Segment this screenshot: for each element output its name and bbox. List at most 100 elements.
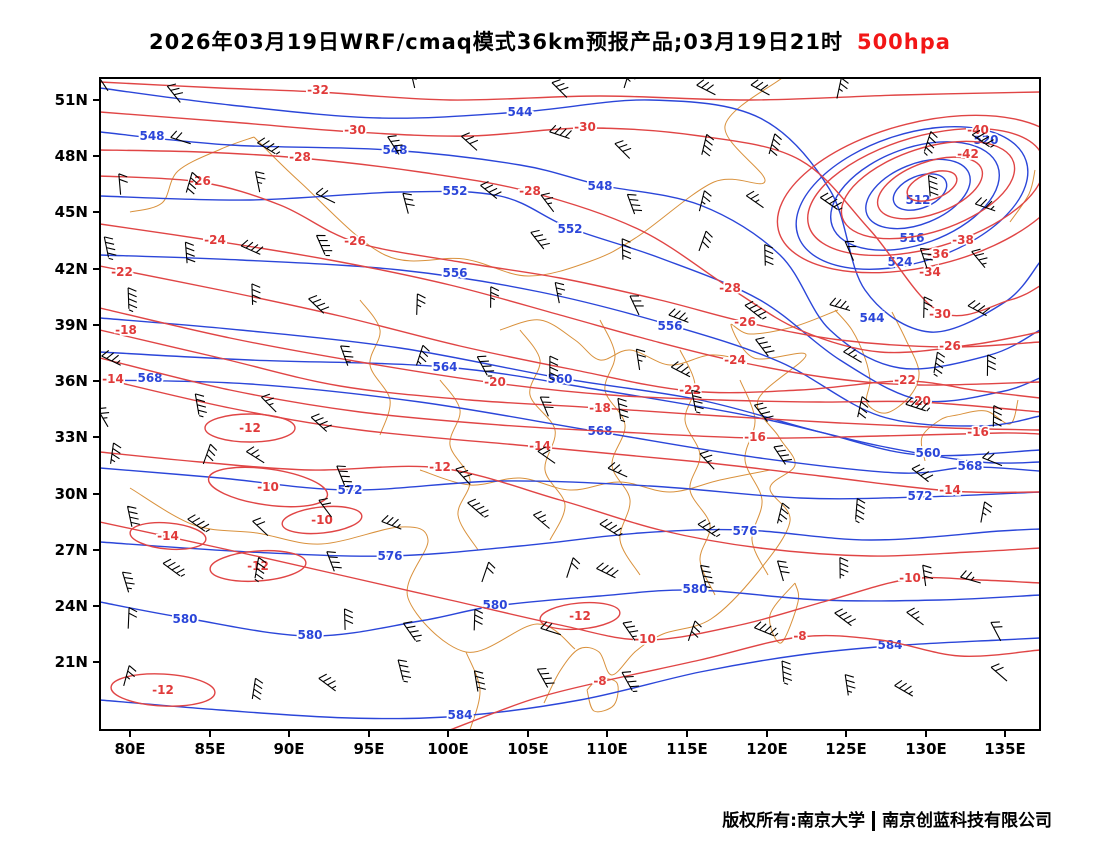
temp-contour <box>100 175 1040 348</box>
wind-barb <box>607 461 628 478</box>
wind-barb <box>855 498 866 524</box>
wind-barb <box>455 465 472 485</box>
wind-barb <box>254 171 266 193</box>
wind-barb <box>397 659 412 683</box>
wind-barb <box>768 133 782 157</box>
wind-barb <box>554 281 566 304</box>
x-tick-label: 130E <box>905 740 947 758</box>
height-contour-label: 584 <box>447 708 472 722</box>
temp-contour-closed <box>539 601 621 631</box>
coastline <box>499 319 746 366</box>
wind-barb <box>974 197 996 212</box>
copyright-footer: 版权所有:南京大学 南京创蓝科技有限公司 <box>722 806 1052 831</box>
wind-barb <box>540 192 555 213</box>
coastline <box>253 78 783 277</box>
wind-barb <box>971 129 995 148</box>
wind-barb <box>549 355 559 381</box>
height-contour-label: 568 <box>957 459 982 473</box>
y-tick-label: 21N <box>55 653 88 671</box>
wind-barb <box>127 607 138 629</box>
coastline <box>519 329 566 541</box>
wind-barb <box>635 348 647 370</box>
wind-barb <box>960 570 981 584</box>
wind-barb <box>326 551 342 572</box>
wind-barb <box>343 608 354 630</box>
wind-barb <box>691 389 704 414</box>
wind-barb <box>336 465 352 488</box>
wind-barb <box>310 413 332 432</box>
height-contour <box>100 254 1040 427</box>
wind-barb <box>905 397 931 412</box>
wind-barb <box>744 300 767 320</box>
temp-contour-closed <box>204 413 296 443</box>
wind-barb <box>980 501 993 523</box>
wind-barb <box>308 294 330 314</box>
height-contour-label: 544 <box>507 105 532 119</box>
temp-contour-label: -24 <box>724 353 746 367</box>
wind-barb <box>617 397 629 423</box>
wind-barb <box>185 171 200 195</box>
wind-barb <box>906 607 924 626</box>
y-tick-label: 36N <box>55 372 88 390</box>
temp-contour-label: -26 <box>344 234 366 248</box>
wind-barb <box>844 674 856 696</box>
wind-barb <box>566 557 581 578</box>
temp-contour-label: -30 <box>344 123 366 137</box>
wind-barb <box>184 241 196 264</box>
temp-contour <box>100 357 1040 439</box>
temp-contour-label: -10 <box>634 632 656 646</box>
wind-barb <box>621 671 640 693</box>
temp-contour-closed <box>840 140 1016 240</box>
wind-barb <box>121 571 135 593</box>
coastline <box>1009 169 1036 223</box>
temp-contour <box>100 521 1040 641</box>
temp-contour-closed <box>129 521 207 551</box>
wind-barb <box>687 620 702 641</box>
wind-barb <box>829 297 851 312</box>
chart-title: 2026年03月19日WRF/cmaq模式36km预报产品;03月19日21时 5… <box>0 26 1100 56</box>
wind-barb <box>670 361 691 378</box>
height-contour <box>100 351 1040 464</box>
temp-contour-label: -22 <box>111 265 133 279</box>
map-frame <box>99 77 1041 731</box>
temp-contour-closed <box>876 156 984 220</box>
height-contour-label: 548 <box>587 179 612 193</box>
height-contour-label: 556 <box>657 319 682 333</box>
wind-barb <box>100 407 110 428</box>
wind-barb <box>123 665 137 687</box>
y-tick-label: 51N <box>55 91 88 109</box>
temp-contour <box>100 377 1040 494</box>
wind-barb <box>755 336 775 357</box>
height-contour-label: 576 <box>732 524 757 538</box>
wind-barb <box>549 124 572 140</box>
wind-barb <box>911 464 934 483</box>
wind-barb <box>318 673 337 692</box>
wind-barb <box>416 293 426 315</box>
coastline <box>359 299 391 436</box>
temp-contour-label: -8 <box>793 629 806 643</box>
height-contour-label: 524 <box>887 255 912 269</box>
wind-barb <box>819 192 843 211</box>
y-tick-label: 48N <box>55 147 88 165</box>
wind-barb <box>745 190 764 209</box>
wind-barb <box>387 135 403 155</box>
temp-contours-layer: -32 -30 -30 -30 -28 -28 -28 -26 -26 -26 -26 -24 -24 -… <box>100 81 1040 730</box>
wind-barb <box>834 608 857 627</box>
temp-contour-label: -18 <box>115 323 137 337</box>
temp-contour-label: -24 <box>204 233 226 247</box>
height-contour <box>100 637 1040 720</box>
wind-barb <box>990 621 1003 642</box>
wind-barb <box>170 130 191 145</box>
temp-contour-closed <box>807 127 1040 257</box>
temp-contour-label: -26 <box>734 315 756 329</box>
height-contour <box>100 589 1040 637</box>
wind-barb <box>696 79 716 96</box>
height-contour-label: 548 <box>382 143 407 157</box>
coastline <box>834 309 920 414</box>
wind-barb <box>480 181 502 200</box>
temp-contour-label: -16 <box>744 430 766 444</box>
height-contour-label: 564 <box>432 360 457 374</box>
wind-barb <box>533 510 550 529</box>
